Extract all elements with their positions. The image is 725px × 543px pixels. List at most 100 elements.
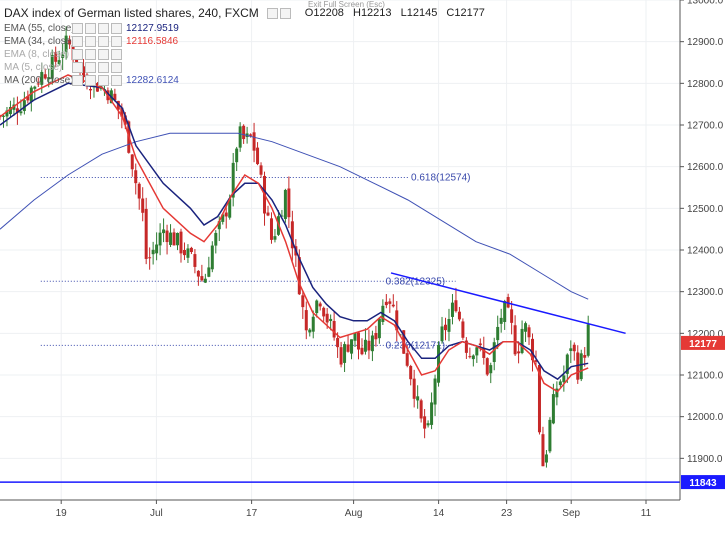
candle-body bbox=[468, 356, 472, 358]
legend-control-icon[interactable] bbox=[72, 36, 83, 47]
fib-label: 0.236(12171) bbox=[386, 340, 446, 351]
legend-buttons[interactable] bbox=[72, 49, 122, 60]
legend-control-icon[interactable] bbox=[98, 75, 109, 86]
candle-body bbox=[287, 188, 291, 218]
x-tick-label: 17 bbox=[246, 508, 258, 519]
candle-body bbox=[377, 318, 381, 339]
candle-body bbox=[419, 400, 423, 419]
candle-body bbox=[409, 366, 413, 380]
candle-body bbox=[558, 381, 562, 386]
candle-body bbox=[228, 198, 232, 218]
candle-body bbox=[158, 232, 162, 246]
candle-body bbox=[426, 423, 430, 426]
legend-control-icon[interactable] bbox=[111, 49, 122, 60]
legend-value: 12127.9519 bbox=[126, 23, 179, 34]
legend-buttons[interactable] bbox=[72, 36, 122, 47]
candle-body bbox=[5, 110, 9, 117]
candle-body bbox=[176, 232, 180, 246]
candle-body bbox=[527, 327, 531, 338]
candle-body bbox=[412, 378, 416, 399]
y-tick-label: 12800.0 bbox=[687, 79, 724, 90]
legend: DAX index of German listed shares, 240, … bbox=[4, 4, 491, 87]
candle-body bbox=[224, 212, 228, 217]
legend-control-icon[interactable] bbox=[85, 49, 96, 60]
legend-control-icon[interactable] bbox=[72, 75, 83, 86]
candle-body bbox=[315, 300, 319, 314]
visibility-icon[interactable] bbox=[279, 7, 291, 19]
candle-body bbox=[471, 355, 475, 360]
resistance-trendline bbox=[390, 272, 626, 335]
y-tick-label: 12900.0 bbox=[687, 37, 724, 48]
candle-body bbox=[360, 347, 364, 355]
legend-value: 12282.6124 bbox=[126, 75, 179, 86]
settings-icon[interactable] bbox=[266, 7, 278, 19]
candle-body bbox=[207, 267, 211, 277]
candle-body bbox=[280, 215, 284, 217]
low-value: L12145 bbox=[400, 7, 438, 19]
candle-body bbox=[356, 332, 360, 350]
y-tick-label: 12100.0 bbox=[687, 371, 724, 382]
legend-control-icon[interactable] bbox=[85, 23, 96, 34]
candle-body bbox=[454, 300, 458, 312]
axes: 11900.0 12000.0 12100.0 12200.0 12300.0 12400… bbox=[0, 0, 724, 519]
candle-body bbox=[155, 244, 159, 254]
title-buttons[interactable] bbox=[266, 7, 291, 19]
y-tick-label: 12700.0 bbox=[687, 121, 724, 132]
legend-buttons[interactable] bbox=[72, 75, 122, 86]
x-tick-label: Sep bbox=[562, 508, 580, 519]
x-tick-label: 11 bbox=[641, 508, 652, 519]
legend-control-icon[interactable] bbox=[85, 75, 96, 86]
candle-body bbox=[548, 419, 552, 452]
chart-title-row: DAX index of German listed shares, 240, … bbox=[4, 4, 491, 22]
candle-body bbox=[54, 52, 58, 62]
candle-body bbox=[405, 353, 409, 366]
candle-body bbox=[520, 328, 524, 354]
candle-body bbox=[231, 162, 235, 198]
exit-full-screen-hint[interactable]: Exit Full Screen (Esc) bbox=[308, 0, 385, 9]
indicator-lines bbox=[0, 74, 680, 483]
candle-body bbox=[64, 35, 68, 52]
legend-control-icon[interactable] bbox=[98, 62, 109, 73]
candle-body bbox=[116, 100, 120, 110]
candle-body bbox=[562, 375, 566, 383]
candle-body bbox=[162, 229, 166, 234]
x-tick-label: Jul bbox=[150, 508, 163, 519]
legend-control-icon[interactable] bbox=[85, 62, 96, 73]
support-price-label: 11843 bbox=[689, 478, 717, 489]
candle-body bbox=[290, 221, 294, 249]
legend-control-icon[interactable] bbox=[85, 36, 96, 47]
candle-body bbox=[61, 54, 65, 58]
candle-body bbox=[506, 297, 510, 308]
candle-body bbox=[332, 321, 336, 338]
candle-body bbox=[301, 295, 305, 308]
candle-body bbox=[586, 324, 590, 356]
legend-control-icon[interactable] bbox=[111, 75, 122, 86]
legend-control-icon[interactable] bbox=[111, 23, 122, 34]
legend-control-icon[interactable] bbox=[72, 23, 83, 34]
legend-control-icon[interactable] bbox=[98, 36, 109, 47]
legend-control-icon[interactable] bbox=[72, 62, 83, 73]
candle-body bbox=[499, 317, 503, 324]
candle-body bbox=[297, 257, 301, 295]
candle-body bbox=[196, 270, 200, 277]
fib-label: 0.618(12574) bbox=[411, 173, 471, 184]
legend-control-icon[interactable] bbox=[98, 23, 109, 34]
legend-control-icon[interactable] bbox=[98, 49, 109, 60]
candle-body bbox=[182, 249, 186, 256]
candle-body bbox=[141, 198, 145, 213]
legend-buttons[interactable] bbox=[72, 62, 122, 73]
candle-body bbox=[579, 353, 583, 380]
candle-body bbox=[47, 77, 51, 80]
legend-control-icon[interactable] bbox=[72, 49, 83, 60]
candle-body bbox=[304, 310, 308, 331]
candle-body bbox=[346, 344, 350, 352]
candle-body bbox=[416, 396, 420, 401]
legend-control-icon[interactable] bbox=[111, 62, 122, 73]
legend-control-icon[interactable] bbox=[111, 36, 122, 47]
chart-title: DAX index of German listed shares, 240, … bbox=[4, 6, 259, 20]
legend-value: 12116.5846 bbox=[126, 36, 179, 47]
candle-body bbox=[308, 329, 312, 333]
candle-body bbox=[551, 394, 555, 424]
legend-buttons[interactable] bbox=[72, 23, 122, 34]
